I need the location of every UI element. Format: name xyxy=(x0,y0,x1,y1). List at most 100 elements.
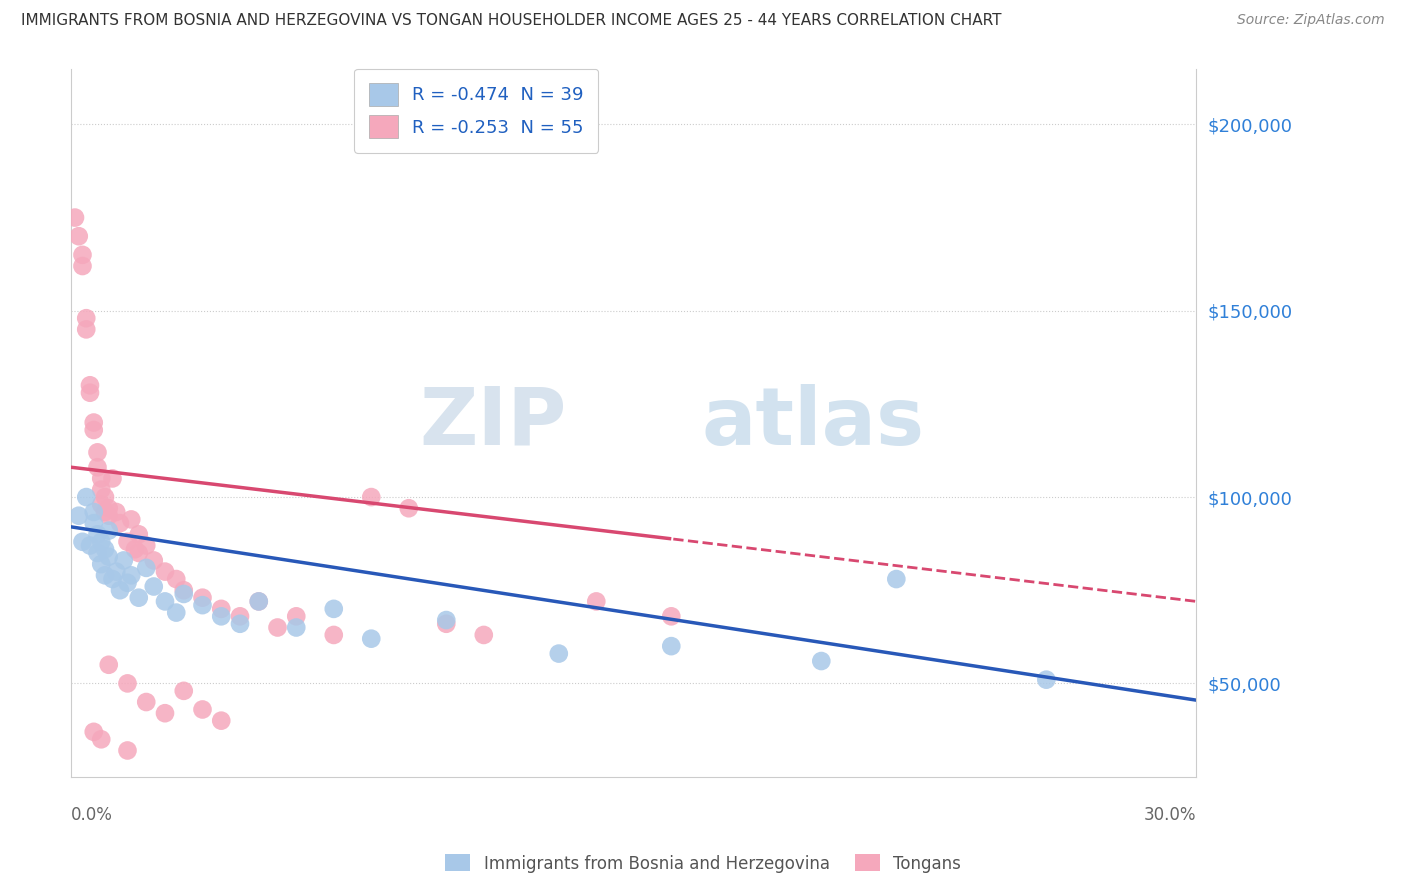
Point xyxy=(135,695,157,709)
Point xyxy=(128,527,150,541)
Point xyxy=(191,598,214,612)
Point xyxy=(165,606,187,620)
Point xyxy=(285,620,308,634)
Point xyxy=(67,229,90,244)
Point xyxy=(90,732,112,747)
Point xyxy=(247,594,270,608)
Point xyxy=(117,743,139,757)
Point xyxy=(67,508,90,523)
Point xyxy=(135,561,157,575)
Point xyxy=(72,534,94,549)
Point xyxy=(86,546,108,560)
Point xyxy=(153,594,176,608)
Point xyxy=(105,505,128,519)
Point xyxy=(173,683,195,698)
Text: ZIP: ZIP xyxy=(419,384,567,461)
Point xyxy=(153,565,176,579)
Point xyxy=(547,647,569,661)
Point xyxy=(86,527,108,541)
Legend: R = -0.474  N = 39, R = -0.253  N = 55: R = -0.474 N = 39, R = -0.253 N = 55 xyxy=(354,69,598,153)
Point xyxy=(117,534,139,549)
Point xyxy=(75,311,97,326)
Point xyxy=(360,490,382,504)
Text: 30.0%: 30.0% xyxy=(1144,806,1197,824)
Point xyxy=(810,654,832,668)
Point xyxy=(94,490,117,504)
Point xyxy=(247,594,270,608)
Point xyxy=(398,501,420,516)
Text: IMMIGRANTS FROM BOSNIA AND HERZEGOVINA VS TONGAN HOUSEHOLDER INCOME AGES 25 - 44: IMMIGRANTS FROM BOSNIA AND HERZEGOVINA V… xyxy=(21,13,1001,29)
Point xyxy=(79,378,101,392)
Point xyxy=(135,539,157,553)
Point xyxy=(173,583,195,598)
Point xyxy=(112,553,135,567)
Point xyxy=(173,587,195,601)
Point xyxy=(90,557,112,571)
Point xyxy=(229,609,252,624)
Point xyxy=(79,385,101,400)
Point xyxy=(97,549,120,564)
Point xyxy=(90,534,112,549)
Point xyxy=(90,498,112,512)
Point xyxy=(322,628,344,642)
Point xyxy=(86,460,108,475)
Point xyxy=(266,620,288,634)
Point xyxy=(75,490,97,504)
Text: Source: ZipAtlas.com: Source: ZipAtlas.com xyxy=(1237,13,1385,28)
Point xyxy=(142,553,165,567)
Point xyxy=(209,609,232,624)
Point xyxy=(124,542,146,557)
Point xyxy=(72,248,94,262)
Point xyxy=(83,505,105,519)
Point xyxy=(94,505,117,519)
Point xyxy=(83,724,105,739)
Point xyxy=(75,322,97,336)
Point xyxy=(108,516,131,530)
Point xyxy=(94,542,117,557)
Point xyxy=(97,501,120,516)
Point xyxy=(434,613,457,627)
Point xyxy=(191,702,214,716)
Text: 0.0%: 0.0% xyxy=(72,806,112,824)
Point xyxy=(105,565,128,579)
Point xyxy=(94,568,117,582)
Point xyxy=(79,539,101,553)
Point xyxy=(86,445,108,459)
Point xyxy=(434,616,457,631)
Text: atlas: atlas xyxy=(702,384,924,461)
Point xyxy=(142,580,165,594)
Point xyxy=(83,416,105,430)
Point xyxy=(90,471,112,485)
Point xyxy=(165,572,187,586)
Point xyxy=(659,639,682,653)
Point xyxy=(72,259,94,273)
Point xyxy=(322,602,344,616)
Point xyxy=(229,616,252,631)
Point xyxy=(63,211,86,225)
Point xyxy=(83,423,105,437)
Point xyxy=(209,602,232,616)
Point xyxy=(1035,673,1057,687)
Point xyxy=(659,609,682,624)
Point xyxy=(472,628,495,642)
Point xyxy=(117,575,139,590)
Point xyxy=(101,471,124,485)
Point xyxy=(120,568,142,582)
Point xyxy=(97,657,120,672)
Point xyxy=(128,546,150,560)
Point xyxy=(108,583,131,598)
Point xyxy=(209,714,232,728)
Point xyxy=(101,572,124,586)
Point xyxy=(285,609,308,624)
Point xyxy=(83,516,105,530)
Point xyxy=(360,632,382,646)
Point xyxy=(884,572,907,586)
Point xyxy=(120,512,142,526)
Point xyxy=(128,591,150,605)
Point xyxy=(191,591,214,605)
Point xyxy=(117,676,139,690)
Point xyxy=(90,483,112,497)
Point xyxy=(97,524,120,538)
Point xyxy=(585,594,607,608)
Point xyxy=(153,706,176,721)
